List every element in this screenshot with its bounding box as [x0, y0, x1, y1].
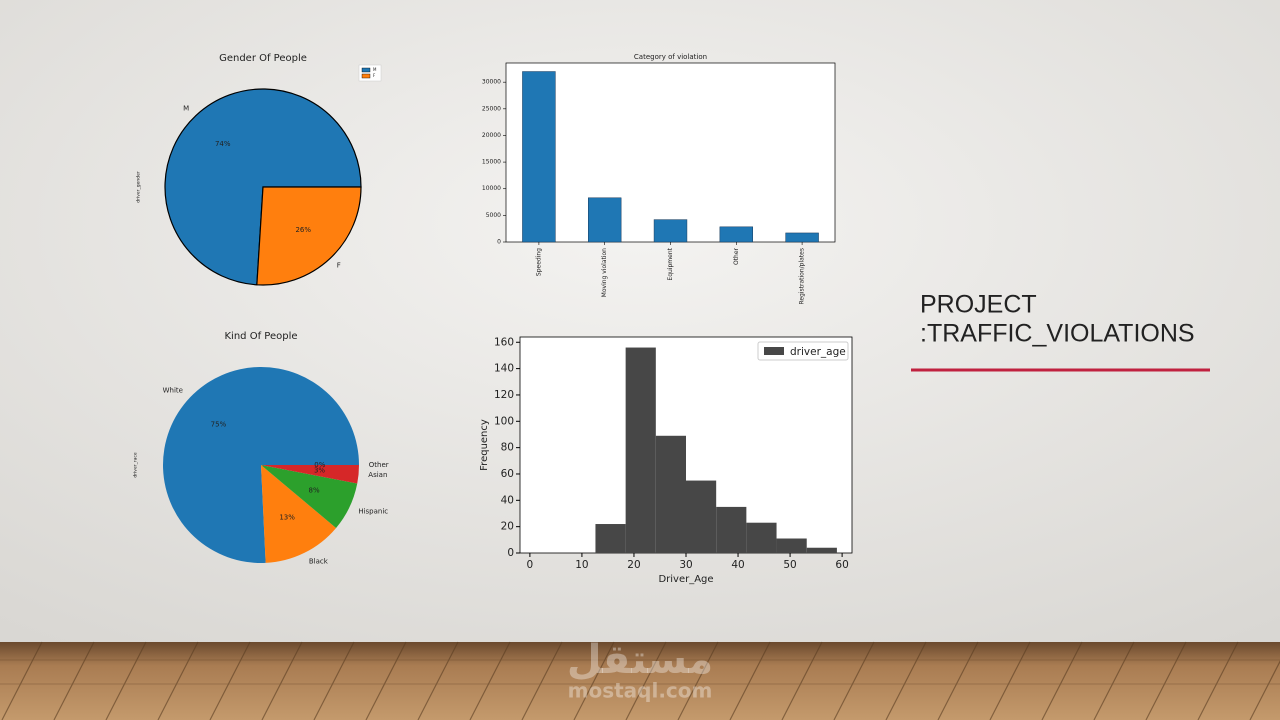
x-tick-label: 0 — [527, 559, 534, 571]
y-tick-label: 10000 — [482, 185, 501, 192]
watermark: مستقل — [567, 637, 713, 683]
histogram-bar — [776, 538, 807, 553]
legend-box — [358, 64, 382, 82]
wood-floor — [0, 642, 1280, 720]
histogram-bar — [625, 347, 656, 553]
slice-percent: 75% — [211, 420, 227, 428]
y-tick-label: 20000 — [482, 132, 501, 139]
y-tick-label: 160 — [494, 336, 514, 348]
histogram-bar — [746, 522, 777, 553]
legend-swatch — [361, 73, 371, 79]
y-tick-label: 60 — [501, 468, 514, 480]
legend-swatch — [764, 347, 784, 355]
slice-label: F — [337, 262, 341, 270]
y-tick-label: 120 — [494, 389, 514, 401]
legend-label: M — [373, 67, 377, 72]
slice-label: Asian — [368, 471, 387, 479]
y-tick-label: 140 — [494, 363, 514, 375]
floor-planks — [0, 641, 1280, 720]
pie-slice — [261, 465, 358, 528]
x-tick-label: Registration/plates — [799, 248, 806, 305]
y-tick-label: 25000 — [482, 105, 501, 112]
y-tick-label: 80 — [501, 442, 514, 454]
histogram-bar — [686, 480, 717, 553]
x-tick-label: Speeding — [535, 248, 542, 276]
legend-swatch — [361, 67, 371, 73]
slice-percent: 0% — [314, 461, 325, 469]
x-tick-label: Equipment — [667, 247, 674, 280]
histogram-bar — [595, 524, 626, 553]
x-axis-label: Driver_Age — [658, 574, 713, 585]
chart-title: Gender Of People — [219, 53, 307, 64]
slice-label: Black — [309, 558, 329, 566]
slice-percent: 8% — [309, 486, 320, 494]
slide-title: PROJECT — [920, 291, 1037, 319]
chart-title: Kind Of People — [225, 331, 298, 342]
slide-title: :TRAFFIC_VIOLATIONS — [920, 320, 1195, 348]
histogram-bar — [655, 435, 686, 553]
x-tick-label: 50 — [783, 559, 796, 571]
y-tick-label: 40 — [501, 494, 514, 506]
pie-slice — [256, 186, 362, 286]
y-axis-label: driver_gender — [136, 171, 142, 203]
legend-label: driver_age — [790, 346, 846, 358]
slice-label: Other — [369, 461, 389, 469]
bar — [522, 71, 556, 243]
bar — [653, 219, 688, 243]
x-tick-label: 20 — [627, 559, 640, 571]
y-tick-label: 20 — [501, 521, 514, 533]
y-tick-label: 0 — [497, 239, 501, 246]
histogram-bar — [806, 547, 837, 553]
slice-label: M — [183, 104, 189, 112]
y-tick-label: 100 — [494, 415, 514, 427]
y-axis-label: driver_race — [133, 452, 139, 478]
bar — [588, 197, 622, 243]
legend-box — [757, 341, 849, 361]
x-tick-label: Moving violation — [601, 248, 608, 298]
pie-slice — [261, 465, 337, 563]
slice-percent: 3% — [314, 467, 325, 475]
pie-slice — [163, 366, 359, 563]
y-tick-label: 15000 — [482, 159, 501, 166]
x-tick-label: 30 — [679, 559, 692, 571]
pie-slice — [261, 465, 359, 484]
plot-area — [505, 62, 836, 243]
x-tick-label: 10 — [575, 559, 588, 571]
x-tick-label: 40 — [731, 559, 744, 571]
slice-percent: 74% — [215, 140, 231, 148]
bar — [719, 226, 753, 243]
x-tick-label: 60 — [835, 559, 848, 571]
x-tick-label: Other — [733, 247, 740, 265]
bar — [785, 232, 819, 243]
y-tick-label: 0 — [507, 547, 514, 559]
slice-label: Hispanic — [358, 507, 388, 515]
slice-label: White — [163, 387, 183, 395]
slice-percent: 26% — [295, 226, 311, 234]
chart-title: Category of violation — [634, 53, 707, 61]
y-axis-label: Frequency — [479, 419, 490, 471]
legend-label: F — [373, 73, 376, 78]
y-tick-label: 5000 — [486, 212, 501, 219]
histogram-bar — [716, 506, 747, 553]
watermark: mostaql.com — [568, 679, 713, 703]
slice-percent: 13% — [279, 514, 295, 522]
y-tick-label: 30000 — [482, 79, 501, 86]
